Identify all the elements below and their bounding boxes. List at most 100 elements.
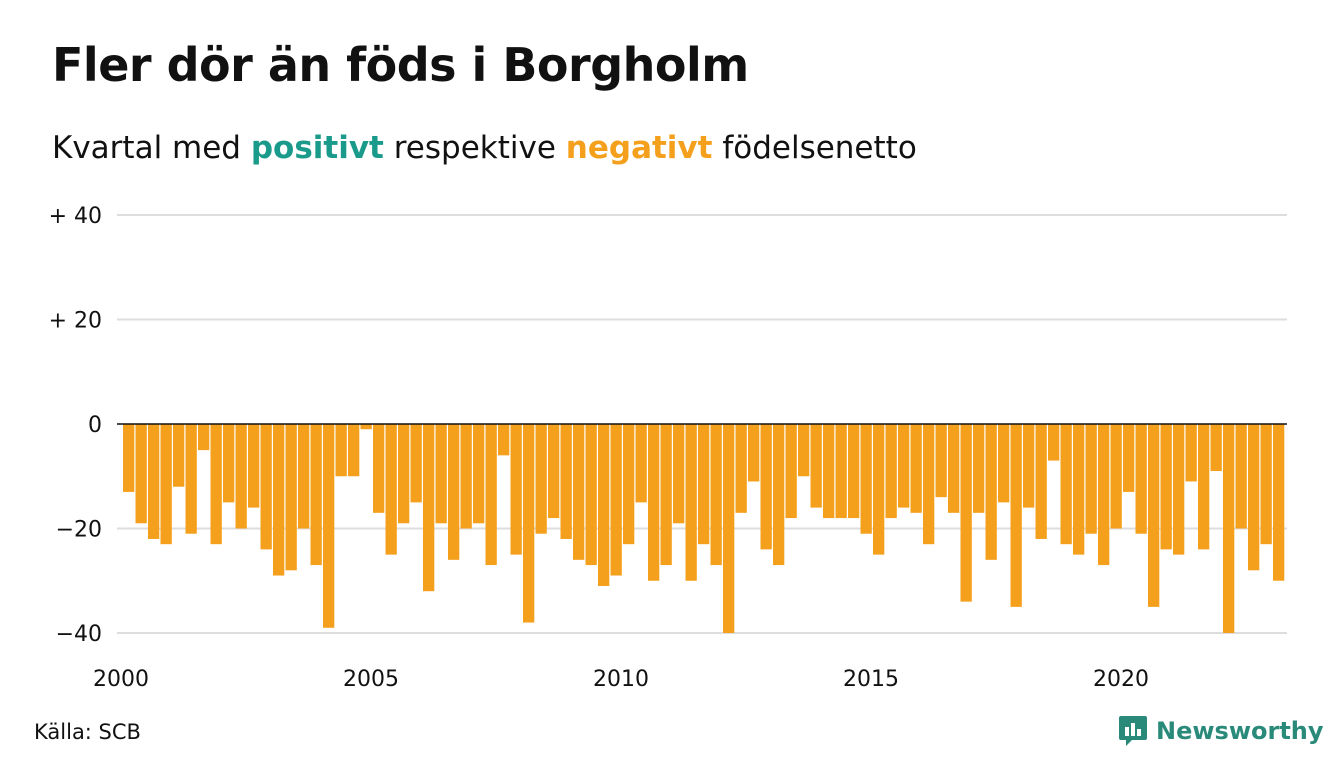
bar <box>135 424 147 524</box>
bar <box>448 424 460 560</box>
bar <box>598 424 610 586</box>
bar <box>873 424 885 555</box>
bar <box>235 424 247 529</box>
bar <box>1023 424 1035 508</box>
bar <box>410 424 422 503</box>
y-tick-label: + 20 <box>49 309 102 334</box>
bar <box>1110 424 1122 529</box>
bar <box>810 424 822 508</box>
bar <box>223 424 235 503</box>
bar <box>1048 424 1060 461</box>
bar <box>360 424 372 430</box>
bar <box>173 424 185 487</box>
x-tick-label: 2005 <box>343 667 399 692</box>
bar <box>960 424 972 602</box>
bar <box>985 424 997 560</box>
bars <box>123 424 1285 633</box>
bar <box>673 424 685 524</box>
bar <box>523 424 535 623</box>
y-axis-ticks: + 40 + 20 0 −20 −40 <box>49 204 102 647</box>
bar <box>935 424 947 498</box>
y-tick-label: −40 <box>56 622 102 647</box>
bar <box>485 424 497 566</box>
bar <box>698 424 710 545</box>
bar <box>260 424 272 550</box>
bar <box>923 424 935 545</box>
bar <box>148 424 160 539</box>
subtitle-positive: positivt <box>250 130 384 166</box>
bar <box>1085 424 1097 534</box>
subtitle-prefix: Kvartal med <box>52 130 251 166</box>
bar <box>585 424 597 566</box>
x-tick-label: 2020 <box>1093 667 1149 692</box>
y-tick-label: + 40 <box>49 204 102 229</box>
bar <box>198 424 210 451</box>
bar <box>548 424 560 519</box>
bar <box>498 424 510 456</box>
bar <box>123 424 135 492</box>
bar <box>210 424 222 545</box>
bar <box>323 424 335 628</box>
bar <box>335 424 347 477</box>
bar <box>1073 424 1085 555</box>
bar <box>510 424 522 555</box>
bar <box>1060 424 1072 545</box>
chart-title: Fler dör än föds i Borgholm <box>52 38 749 92</box>
bar <box>185 424 197 534</box>
bar <box>373 424 385 513</box>
bar <box>785 424 797 519</box>
bar <box>623 424 635 545</box>
bar <box>610 424 622 576</box>
bar <box>460 424 472 529</box>
bar <box>835 424 847 519</box>
chart-subtitle: Kvartal med positivt respektive negativt… <box>52 130 917 166</box>
bar <box>1160 424 1172 550</box>
bar <box>798 424 810 477</box>
bar <box>1248 424 1260 571</box>
bar <box>885 424 897 519</box>
bar <box>435 424 447 524</box>
bar <box>998 424 1010 503</box>
bar <box>1098 424 1110 566</box>
bar <box>773 424 785 566</box>
bar <box>973 424 985 513</box>
bar <box>823 424 835 519</box>
bar <box>635 424 647 503</box>
bar <box>948 424 960 513</box>
bar <box>648 424 660 581</box>
bar <box>735 424 747 513</box>
bar <box>273 424 285 576</box>
bar <box>1235 424 1247 529</box>
bar <box>298 424 310 529</box>
subtitle-negative: negativt <box>565 130 713 166</box>
bar <box>573 424 585 560</box>
newsworthy-icon <box>1119 716 1147 746</box>
brand-name: Newsworthy <box>1156 717 1324 745</box>
bar <box>310 424 322 566</box>
bar <box>1198 424 1210 550</box>
bar <box>348 424 360 477</box>
bar <box>760 424 772 550</box>
bar <box>660 424 672 566</box>
y-tick-label: 0 <box>88 413 102 438</box>
bar <box>385 424 397 555</box>
bar <box>860 424 872 534</box>
bar <box>748 424 760 482</box>
bar <box>1260 424 1272 545</box>
bar <box>1148 424 1160 607</box>
bar <box>1223 424 1235 633</box>
bar <box>1035 424 1047 539</box>
y-tick-label: −20 <box>56 518 102 543</box>
bar <box>1135 424 1147 534</box>
bar <box>535 424 547 534</box>
bar <box>848 424 860 519</box>
subtitle-suffix: födelsenetto <box>712 130 917 166</box>
subtitle-middle: respektive <box>383 130 566 166</box>
bar <box>1273 424 1285 581</box>
bar <box>248 424 260 508</box>
x-tick-label: 2015 <box>843 667 899 692</box>
source-note: Källa: SCB <box>34 720 141 744</box>
x-axis-ticks: 2000 2005 2010 2015 2020 <box>93 667 1149 692</box>
bar <box>160 424 172 545</box>
bar <box>1173 424 1185 555</box>
